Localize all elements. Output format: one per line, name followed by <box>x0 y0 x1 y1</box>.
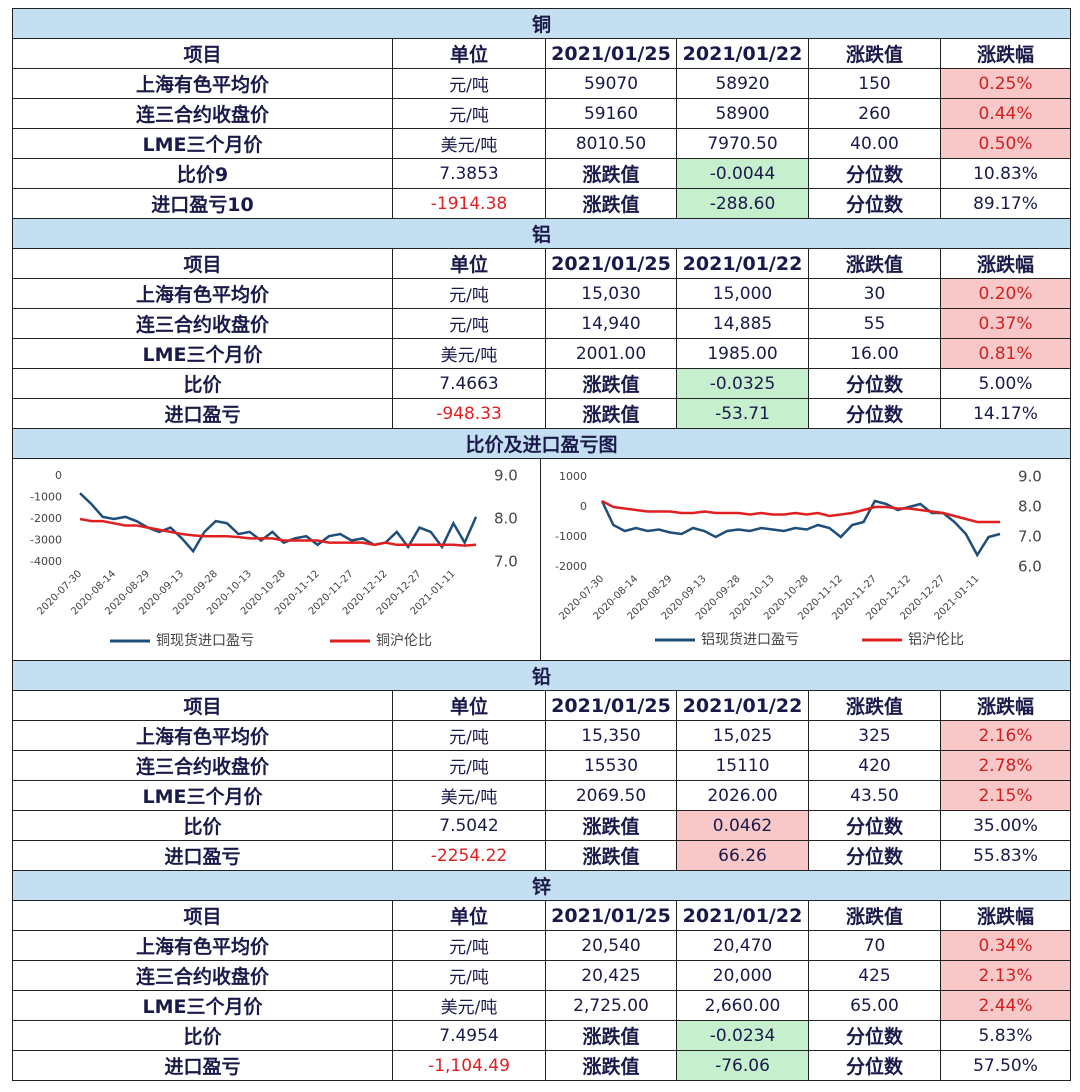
table-cell: 57.50% <box>940 1050 1071 1081</box>
series-line <box>79 492 478 554</box>
table-cell: 66.26 <box>676 840 809 871</box>
legend-label: 铝现货进口盈亏 <box>701 631 799 648</box>
section-title: 比价及进口盈亏图 <box>12 428 1071 459</box>
series-line <box>79 517 477 547</box>
y2-tick-label: 9.0 <box>1018 468 1042 486</box>
legend-label: 铝沪伦比 <box>908 632 964 648</box>
table-cell: 0.20% <box>940 278 1071 309</box>
y2-tick-label: 8.0 <box>1018 498 1042 516</box>
table-cell: -288.60 <box>676 188 809 219</box>
y-tick-label: -2000 <box>555 560 587 573</box>
y-tick-label: 0 <box>55 469 62 482</box>
table-cell: 0.37% <box>940 308 1071 339</box>
table-cell: 0.0462 <box>676 810 809 841</box>
y2-tick-label: 7.0 <box>494 553 518 571</box>
y-tick-label: -4000 <box>30 555 62 568</box>
table-cell: 2.13% <box>940 960 1071 991</box>
table-cell: -0.0044 <box>676 158 809 189</box>
table-cell: 0.34% <box>940 930 1071 961</box>
y-tick-label: -1000 <box>30 491 62 504</box>
legend-label: 铜沪伦比 <box>376 633 432 649</box>
series-line <box>600 499 1001 558</box>
table-cell: 2.16% <box>940 720 1071 751</box>
y2-tick-label: 6.0 <box>1018 558 1042 576</box>
y-tick-label: -3000 <box>30 534 62 547</box>
table-cell: -0.0234 <box>676 1020 809 1051</box>
y-tick-label: 0 <box>580 500 587 513</box>
y2-tick-label: 9.0 <box>494 467 518 485</box>
y-tick-label: -2000 <box>30 512 62 525</box>
y2-tick-label: 8.0 <box>494 510 518 528</box>
series-line <box>601 499 1000 524</box>
table-cell: 0.50% <box>940 128 1071 159</box>
section-title: 铜 <box>12 8 1071 39</box>
table-cell: 0.25% <box>940 68 1071 99</box>
table-cell: 2.15% <box>940 780 1071 811</box>
y2-tick-label: 7.0 <box>1018 528 1042 546</box>
y-tick-label: 1000 <box>559 470 587 483</box>
table-cell: 0.81% <box>940 338 1071 369</box>
y-tick-label: -1000 <box>555 530 587 543</box>
legend-label: 铜现货进口盈亏 <box>156 632 254 649</box>
section-title: 铅 <box>12 660 1071 691</box>
table-cell: -76.06 <box>676 1050 809 1081</box>
